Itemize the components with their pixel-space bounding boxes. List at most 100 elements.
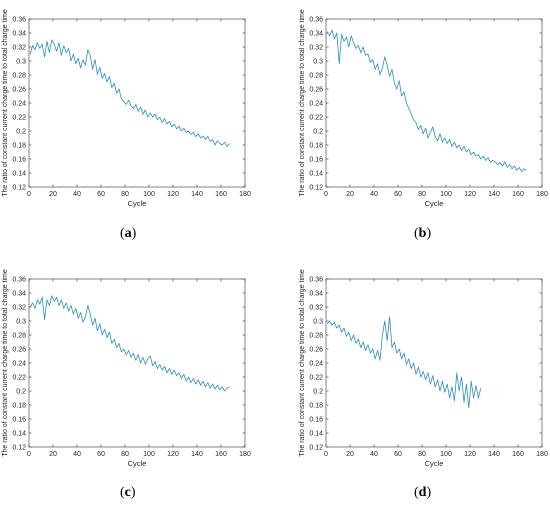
chart-panel-1: 0 20 40 60 80 100 120 140 160 180 0.12 0.14 0.16 0.18… xyxy=(299,9,548,208)
y-tick-label: 0.26 xyxy=(12,86,26,93)
x-tick-label: 160 xyxy=(215,191,227,198)
y-tick-label: 0.32 xyxy=(12,44,26,51)
y-tick-label: 0.24 xyxy=(12,360,26,367)
y-tick-label: 0.24 xyxy=(309,100,323,107)
chart-panel-0: 0 20 40 60 80 100 120 140 160 180 0.12 0.14 0.16 0.18… xyxy=(2,9,251,208)
y-tick-label: 0.22 xyxy=(309,374,323,381)
y-tick-label: 0.12 xyxy=(12,444,26,451)
series-line-0 xyxy=(326,316,482,409)
x-axis-label: Cycle xyxy=(425,199,444,208)
x-tick-label: 0 xyxy=(324,191,328,198)
y-tick-label: 0.34 xyxy=(12,30,26,37)
y-tick-label: 0.14 xyxy=(309,430,323,437)
y-tick-label: 0.12 xyxy=(309,184,323,191)
caption-c: (c) xyxy=(120,485,136,500)
x-tick-label: 140 xyxy=(191,451,203,458)
x-tick-label: 20 xyxy=(346,191,354,198)
y-tick-label: 0.14 xyxy=(12,170,26,177)
y-tick-label: 0.18 xyxy=(12,402,26,409)
caption-d: (d) xyxy=(414,485,432,500)
y-tick-label: 0.16 xyxy=(309,416,323,423)
x-tick-label: 40 xyxy=(73,191,81,198)
y-axis-label: The ratio of constant current charge tim… xyxy=(2,269,9,457)
y-tick-label: 0.3 xyxy=(313,318,323,325)
x-tick-label: 80 xyxy=(121,191,129,198)
caption-a: (a) xyxy=(120,226,137,241)
x-axis-label: Cycle xyxy=(425,459,444,468)
y-tick-label: 0.28 xyxy=(309,332,323,339)
series-line-0 xyxy=(29,295,230,392)
y-tick-label: 0.16 xyxy=(12,416,26,423)
x-tick-label: 80 xyxy=(418,451,426,458)
y-tick-label: 0.32 xyxy=(12,304,26,311)
x-tick-label: 100 xyxy=(440,451,452,458)
x-tick-label: 20 xyxy=(49,451,57,458)
y-tick-label: 0.22 xyxy=(12,374,26,381)
caption-b: (b) xyxy=(414,226,432,241)
y-tick-label: 0.12 xyxy=(309,444,323,451)
y-tick-label: 0.32 xyxy=(309,304,323,311)
y-tick-label: 0.14 xyxy=(12,430,26,437)
y-tick-label: 0.36 xyxy=(12,16,26,23)
y-axis-label: The ratio of constant current charge tim… xyxy=(299,9,306,197)
y-tick-label: 0.3 xyxy=(16,58,26,65)
x-tick-label: 160 xyxy=(512,191,524,198)
y-tick-label: 0.28 xyxy=(12,72,26,79)
y-tick-label: 0.36 xyxy=(12,276,26,283)
series-line-0 xyxy=(326,29,527,173)
y-tick-label: 0.2 xyxy=(313,128,323,135)
x-tick-label: 20 xyxy=(346,451,354,458)
y-tick-label: 0.28 xyxy=(12,332,26,339)
x-tick-label: 20 xyxy=(49,191,57,198)
y-tick-label: 0.34 xyxy=(12,290,26,297)
y-tick-label: 0.24 xyxy=(309,360,323,367)
y-tick-label: 0.36 xyxy=(309,16,323,23)
x-tick-label: 0 xyxy=(27,451,31,458)
x-tick-label: 160 xyxy=(215,451,227,458)
x-tick-label: 100 xyxy=(143,191,155,198)
y-tick-label: 0.3 xyxy=(16,318,26,325)
y-tick-label: 0.28 xyxy=(309,72,323,79)
x-axis-label: Cycle xyxy=(128,199,147,208)
y-tick-label: 0.22 xyxy=(309,114,323,121)
plot-frame xyxy=(28,278,246,448)
y-tick-label: 0.34 xyxy=(309,290,323,297)
x-tick-label: 80 xyxy=(121,451,129,458)
x-axis-label: Cycle xyxy=(128,459,147,468)
x-tick-label: 120 xyxy=(167,191,179,198)
y-tick-label: 0.3 xyxy=(313,58,323,65)
x-tick-label: 120 xyxy=(464,451,476,458)
chart-panel-2: 0 20 40 60 80 100 120 140 160 180 0.12 0.14 0.16 0.18… xyxy=(2,269,251,468)
x-tick-label: 40 xyxy=(370,451,378,458)
x-tick-label: 180 xyxy=(239,191,251,198)
y-tick-label: 0.32 xyxy=(309,44,323,51)
y-tick-label: 0.34 xyxy=(309,30,323,37)
x-tick-label: 60 xyxy=(394,451,402,458)
y-axis-label: The ratio of constant current charge tim… xyxy=(2,9,9,197)
x-tick-label: 180 xyxy=(536,191,548,198)
x-tick-label: 140 xyxy=(488,451,500,458)
x-tick-label: 140 xyxy=(488,191,500,198)
x-tick-label: 180 xyxy=(536,451,548,458)
y-tick-label: 0.18 xyxy=(309,402,323,409)
x-tick-label: 160 xyxy=(512,451,524,458)
y-axis-label: The ratio of constant current charge tim… xyxy=(299,269,306,457)
y-tick-label: 0.22 xyxy=(12,114,26,121)
y-tick-label: 0.18 xyxy=(309,142,323,149)
x-tick-label: 0 xyxy=(324,451,328,458)
plot-frame xyxy=(325,278,543,448)
plot-frame xyxy=(28,18,246,188)
y-tick-label: 0.16 xyxy=(309,156,323,163)
x-tick-label: 100 xyxy=(440,191,452,198)
x-tick-label: 60 xyxy=(394,191,402,198)
plot-frame xyxy=(325,18,543,188)
chart-panel-3: 0 20 40 60 80 100 120 140 160 180 0.12 0.14 0.16 0.18… xyxy=(299,269,548,468)
x-tick-label: 140 xyxy=(191,191,203,198)
y-tick-label: 0.2 xyxy=(16,388,26,395)
x-tick-label: 40 xyxy=(73,451,81,458)
x-tick-label: 60 xyxy=(97,191,105,198)
y-tick-label: 0.18 xyxy=(12,142,26,149)
series-line-0 xyxy=(29,39,230,147)
x-tick-label: 60 xyxy=(97,451,105,458)
y-tick-label: 0.12 xyxy=(12,184,26,191)
